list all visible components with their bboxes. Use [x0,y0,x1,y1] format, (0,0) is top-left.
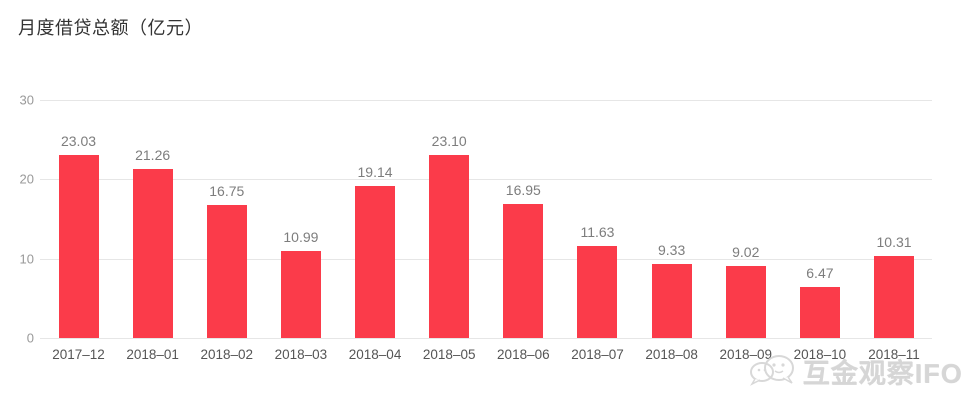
value-label-2018–05: 23.10 [431,132,467,149]
x-axis-label-2018–06: 2018–06 [497,347,550,362]
watermark-text: 互金观察IFO [803,358,963,389]
value-label-2018–07: 11.63 [580,223,615,240]
value-label-2018–02: 16.75 [209,183,245,200]
plot-area: 23.03 2017–12 21.26 2018–01 16.75 2018–02 10.9… [40,100,932,362]
value-label-2018–04: 19.14 [357,164,393,181]
bar-2018–10 [799,286,840,338]
bar-2018–01 [132,169,173,338]
gridline-30 [40,100,932,101]
x-axis-label-2018–07: 2018–07 [571,347,624,362]
x-axis-label-2018–02: 2018–02 [200,347,254,362]
wechat-bubbles-icon [748,350,798,392]
x-axis-label-2018–01: 2018–01 [126,347,179,362]
bar-2018–03 [280,250,321,338]
chart-title: 月度借贷总额（亿元） [18,18,203,38]
bar-2018–02 [206,205,247,338]
value-label-2018–09: 9.02 [732,244,760,261]
value-label-2018–11: 10.31 [876,234,912,251]
x-axis-label-2018–10: 2018–10 [793,347,847,362]
y-axis-tick-30: 30 [19,92,34,108]
x-axis-label-2018–04: 2018–04 [348,347,402,362]
x-axis-label-2018–11: 2018–11 [868,347,920,362]
bar-2017–12 [58,155,99,338]
bar-2018–08 [651,263,692,338]
value-label-2018–08: 9.33 [657,241,686,258]
x-axis-label-2018–08: 2018–08 [645,347,698,362]
bar-2018–05 [429,154,470,338]
gridline-20 [40,179,932,181]
bar-2018–09 [725,266,766,338]
y-axis-tick-0: 0 [26,330,34,346]
bar-2018–06 [503,203,544,338]
bar-2018–11 [874,256,915,338]
value-label-2018–01: 21.26 [135,147,171,164]
y-axis-tick-20: 20 [19,171,34,187]
value-label-2018–03: 10.99 [283,228,319,245]
watermark: 互金观察IFO [748,350,963,392]
x-axis-label-2018–05: 2018–05 [422,347,476,362]
value-label-2018–10: 6.47 [806,264,834,281]
gridline-10 [40,258,932,260]
x-axis-label-2017–12: 2017–12 [52,347,105,362]
y-axis-tick-10: 10 [19,251,34,267]
x-axis-label-2018–03: 2018–03 [274,347,328,362]
value-label-2018–06: 16.95 [505,181,541,198]
bar-2018–04 [355,186,396,338]
x-axis-label-2018–09: 2018–09 [719,347,773,362]
bar-2018–07 [577,245,618,338]
value-label-2017–12: 23.03 [60,133,97,150]
gridline-0 [40,338,932,339]
